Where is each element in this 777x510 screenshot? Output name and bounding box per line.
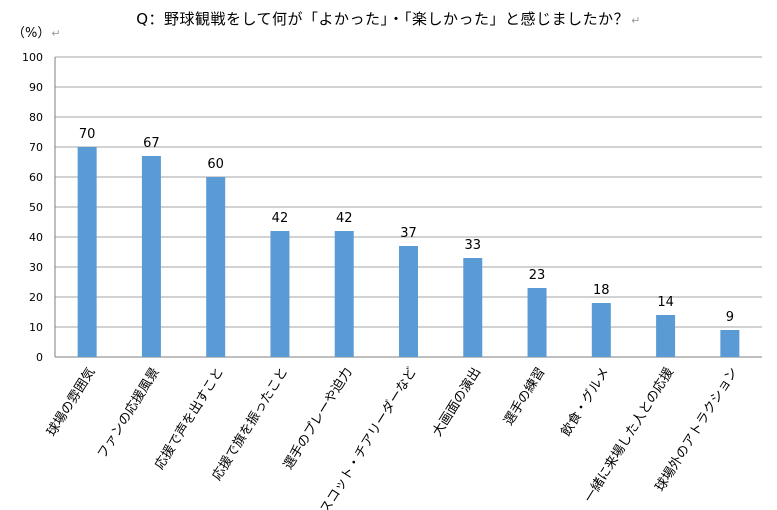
data-label: 23	[529, 268, 546, 283]
category-label: 球場の雰囲気	[44, 365, 99, 440]
chart-title: Q：野球観戦をして何が「よかった」・「楽しかった」と感じましたか？ ↵	[0, 8, 777, 29]
y-tick-label: 30	[29, 261, 43, 274]
bar	[527, 288, 547, 357]
y-tick-label: 50	[29, 201, 43, 214]
bar	[720, 330, 740, 357]
data-label: 18	[593, 283, 610, 298]
data-label: 70	[79, 127, 96, 142]
category-label: 選手のプレーや迫力	[281, 365, 356, 472]
y-tick-label: 60	[29, 171, 43, 184]
category-label: 大画面の演出	[429, 365, 484, 440]
bar	[334, 231, 354, 357]
data-label: 42	[336, 211, 353, 226]
bar	[656, 315, 676, 357]
data-label: 37	[400, 226, 417, 241]
bar	[463, 258, 483, 357]
category-label: 飲食・グルメ	[558, 365, 613, 440]
data-label: 14	[657, 295, 674, 310]
category-label: 応援で旗を振ったこと	[209, 365, 291, 484]
data-label: 9	[726, 310, 734, 325]
y-tick-label: 80	[29, 111, 43, 124]
data-label: 33	[464, 238, 481, 253]
bar	[270, 231, 290, 357]
y-tick-label: 90	[29, 81, 43, 94]
y-axis-unit-text: （%）	[12, 26, 51, 41]
bar	[399, 246, 418, 357]
y-tick-label: 20	[29, 291, 43, 304]
y-tick-label: 10	[29, 321, 43, 334]
category-label: 応援で声を出すこと	[152, 365, 227, 472]
y-axis-unit-label: （%）↵	[12, 22, 61, 41]
data-label: 60	[207, 157, 224, 172]
bar	[206, 177, 226, 357]
y-tick-label: 100	[22, 51, 43, 64]
y-tick-label: 0	[36, 351, 43, 364]
category-label: マスコット・チアリーダーなど	[311, 365, 420, 510]
category-label: 選手の練習	[501, 365, 548, 428]
chart-title-text: Q：野球観戦をして何が「よかった」・「楽しかった」と感じましたか？	[136, 10, 630, 28]
bar	[591, 303, 611, 357]
bar	[77, 147, 97, 357]
return-mark: ↵	[51, 27, 61, 40]
category-label: ファンの応援風景	[95, 365, 163, 461]
data-label: 67	[143, 136, 160, 151]
bar	[141, 156, 161, 357]
y-tick-label: 40	[29, 231, 43, 244]
y-tick-label: 70	[29, 141, 43, 154]
return-mark: ↵	[631, 14, 641, 27]
data-label: 42	[272, 211, 289, 226]
